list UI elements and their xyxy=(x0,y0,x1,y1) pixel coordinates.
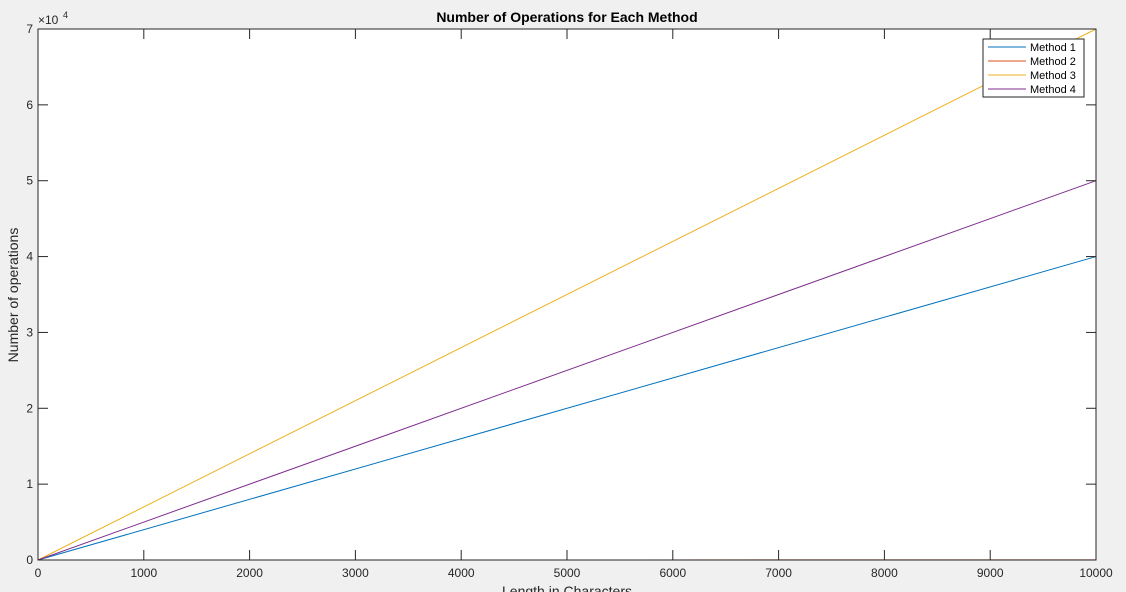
legend: Method 1 Method 2 Method 3 Method 4 xyxy=(982,38,1085,98)
y-tick-label: 1 xyxy=(26,477,33,491)
legend-label: Method 3 xyxy=(1030,70,1076,82)
x-tick-label: 1000 xyxy=(130,566,157,580)
x-tick-label: 5000 xyxy=(554,566,581,580)
y-tick-label: 3 xyxy=(26,325,33,339)
series-line-method-4 xyxy=(37,180,1097,561)
y-exponent-power: 4 xyxy=(63,10,68,20)
y-tick-label: 2 xyxy=(26,401,33,415)
y-tick-labels: 0 1 2 3 4 5 6 7 xyxy=(26,22,33,567)
legend-label: Method 4 xyxy=(1030,84,1076,96)
x-tick-label: 6000 xyxy=(659,566,686,580)
axes-box xyxy=(37,28,1097,561)
y-tick-label: 7 xyxy=(26,22,33,36)
series-line-method-1 xyxy=(37,256,1097,561)
y-axis-label: Number of operations xyxy=(5,228,21,363)
y-tick-label: 0 xyxy=(26,553,33,567)
x-tick-label: 8000 xyxy=(871,566,898,580)
y-tick-label: 6 xyxy=(26,98,33,112)
x-tick-label: 0 xyxy=(35,566,42,580)
x-tick-labels: 0 1000 2000 3000 4000 5000 6000 7000 8000 9000 100… xyxy=(35,566,1113,580)
x-tick-label: 4000 xyxy=(448,566,475,580)
legend-box xyxy=(982,38,1085,98)
series-line-method-3 xyxy=(37,28,1097,561)
y-tick-label: 5 xyxy=(26,174,33,188)
x-tick-label: 10000 xyxy=(1079,566,1113,580)
x-tick-label: 3000 xyxy=(342,566,369,580)
x-tick-label: 2000 xyxy=(236,566,263,580)
x-axis-label: Length in Characters xyxy=(502,583,632,592)
chart-title: Number of Operations for Each Method xyxy=(436,9,697,25)
y-tick-label: 4 xyxy=(26,250,33,264)
legend-label: Method 1 xyxy=(1030,42,1076,54)
x-tick-label: 9000 xyxy=(977,566,1004,580)
y-exponent-base: ×10 xyxy=(38,13,59,27)
x-tick-label: 7000 xyxy=(765,566,792,580)
legend-label: Method 2 xyxy=(1030,56,1076,68)
